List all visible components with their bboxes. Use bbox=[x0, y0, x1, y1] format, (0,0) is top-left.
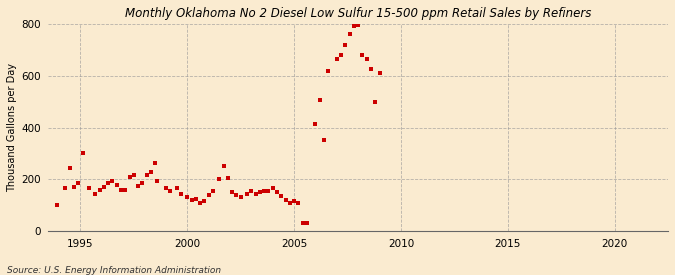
Point bbox=[64, 166, 75, 170]
Point bbox=[60, 186, 71, 191]
Point bbox=[370, 100, 381, 104]
Point bbox=[280, 198, 291, 202]
Point bbox=[259, 189, 269, 193]
Point bbox=[111, 182, 122, 187]
Point bbox=[133, 184, 144, 188]
Point bbox=[227, 190, 238, 194]
Point bbox=[137, 181, 148, 185]
Point bbox=[276, 194, 287, 198]
Point bbox=[289, 199, 300, 204]
Point bbox=[124, 175, 135, 179]
Point bbox=[107, 178, 118, 183]
Point bbox=[331, 57, 342, 61]
Point bbox=[315, 98, 325, 103]
Point bbox=[115, 188, 126, 192]
Point bbox=[374, 71, 385, 75]
Point bbox=[84, 186, 95, 191]
Point bbox=[152, 178, 163, 183]
Point bbox=[231, 193, 242, 197]
Point bbox=[297, 221, 308, 226]
Point bbox=[223, 176, 234, 180]
Point bbox=[242, 191, 252, 196]
Point bbox=[271, 190, 282, 194]
Point bbox=[323, 68, 333, 73]
Point bbox=[199, 199, 210, 204]
Text: Source: U.S. Energy Information Administration: Source: U.S. Energy Information Administ… bbox=[7, 266, 221, 275]
Point bbox=[165, 189, 176, 193]
Point bbox=[293, 200, 304, 205]
Point bbox=[51, 203, 62, 207]
Point bbox=[120, 188, 131, 192]
Point bbox=[203, 193, 214, 197]
Point bbox=[348, 24, 359, 29]
Point bbox=[150, 160, 161, 165]
Point bbox=[357, 53, 368, 57]
Point bbox=[236, 195, 246, 200]
Point bbox=[353, 23, 364, 28]
Point bbox=[344, 32, 355, 37]
Point bbox=[141, 173, 152, 178]
Point bbox=[250, 191, 261, 196]
Point bbox=[218, 164, 229, 169]
Point bbox=[284, 200, 295, 205]
Point bbox=[190, 197, 201, 201]
Point bbox=[146, 169, 157, 174]
Point bbox=[267, 186, 278, 191]
Point bbox=[310, 122, 321, 126]
Point bbox=[161, 186, 171, 191]
Point bbox=[194, 200, 205, 205]
Title: Monthly Oklahoma No 2 Diesel Low Sulfur 15-500 ppm Retail Sales by Refiners: Monthly Oklahoma No 2 Diesel Low Sulfur … bbox=[125, 7, 591, 20]
Point bbox=[77, 151, 88, 156]
Point bbox=[73, 181, 84, 185]
Point bbox=[128, 173, 139, 178]
Point bbox=[361, 57, 372, 61]
Point bbox=[176, 191, 186, 196]
Point bbox=[263, 189, 274, 193]
Point bbox=[214, 177, 225, 182]
Point bbox=[207, 189, 218, 193]
Point bbox=[90, 191, 101, 196]
Point bbox=[182, 195, 192, 200]
Point bbox=[335, 53, 346, 57]
Point bbox=[302, 221, 313, 226]
Point bbox=[99, 185, 109, 189]
Y-axis label: Thousand Gallons per Day: Thousand Gallons per Day bbox=[7, 63, 17, 192]
Point bbox=[319, 138, 329, 143]
Point bbox=[186, 198, 197, 202]
Point bbox=[340, 42, 351, 47]
Point bbox=[69, 185, 80, 189]
Point bbox=[366, 67, 377, 72]
Point bbox=[171, 186, 182, 191]
Point bbox=[95, 188, 105, 192]
Point bbox=[246, 189, 256, 193]
Point bbox=[103, 181, 113, 185]
Point bbox=[254, 190, 265, 194]
